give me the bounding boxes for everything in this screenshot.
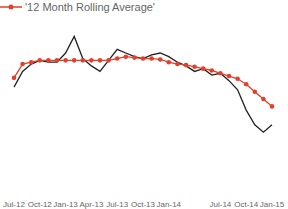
svg-text:Jan-14: Jan-14 — [157, 200, 182, 209]
svg-text:Jul-14: Jul-14 — [210, 200, 232, 209]
svg-text:Oct-12: Oct-12 — [28, 200, 53, 209]
svg-text:Jan-15: Jan-15 — [260, 200, 280, 209]
svg-text:Jul-12: Jul-12 — [8, 200, 25, 209]
svg-text:Oct-13: Oct-13 — [131, 200, 156, 209]
svg-text:Oct-14: Oct-14 — [234, 200, 259, 209]
svg-text:Jul-13: Jul-13 — [106, 200, 128, 209]
html-text:'12 Month Rolling Average': '12 Month Rolling Average' — [25, 1, 155, 13]
svg-text:Apr-13: Apr-13 — [79, 200, 104, 209]
svg-text:Jan-13: Jan-13 — [53, 200, 78, 209]
